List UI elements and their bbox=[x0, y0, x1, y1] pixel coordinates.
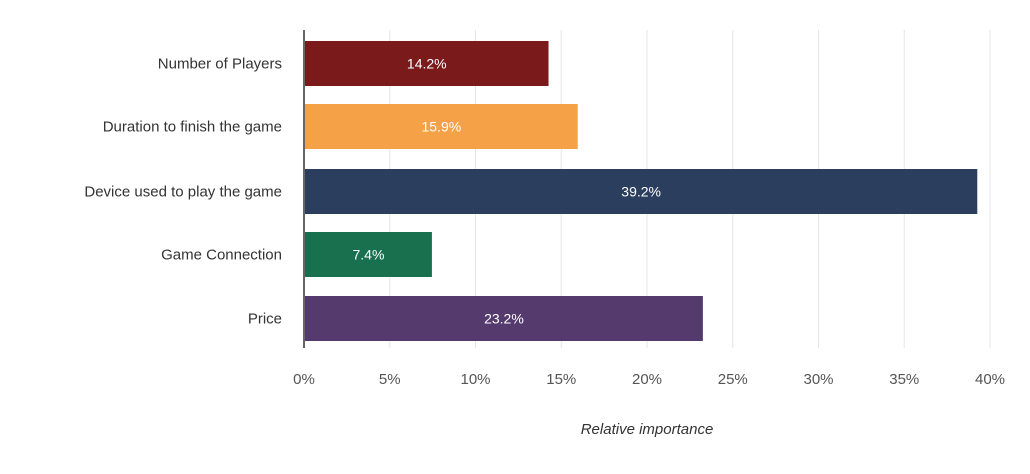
x-tick-label: 0% bbox=[293, 371, 315, 388]
bars bbox=[305, 41, 978, 341]
bar bbox=[305, 232, 432, 277]
bar bbox=[305, 169, 978, 214]
x-tick-label: 30% bbox=[803, 371, 833, 388]
bar-value-label: 15.9% bbox=[421, 119, 461, 135]
bar-value-label: 39.2% bbox=[621, 184, 661, 200]
category-label: Number of Players bbox=[158, 56, 282, 73]
bar bbox=[305, 41, 549, 86]
labels: 0% 5% 10% 15% 20% 25% 30% 35% 40% 14.2% Number of … bbox=[84, 56, 1005, 389]
x-tick-label: 35% bbox=[889, 371, 919, 388]
x-tick-label: 25% bbox=[718, 371, 748, 388]
x-tick-label: 10% bbox=[460, 371, 490, 388]
bar-value-label: 7.4% bbox=[352, 247, 384, 263]
x-tick-label: 15% bbox=[546, 371, 576, 388]
x-axis-title: Relative importance bbox=[581, 421, 714, 438]
bar bbox=[305, 296, 703, 341]
x-tick-label: 20% bbox=[632, 371, 662, 388]
category-label: Duration to finish the game bbox=[103, 119, 282, 136]
x-tick-label: 5% bbox=[379, 371, 401, 388]
category-label: Game Connection bbox=[161, 247, 282, 264]
x-tick-label: 40% bbox=[975, 371, 1005, 388]
bar-value-label: 14.2% bbox=[407, 56, 447, 72]
bar-value-label: 23.2% bbox=[484, 311, 524, 327]
category-label: Price bbox=[248, 311, 282, 328]
category-label: Device used to play the game bbox=[84, 184, 282, 201]
bar bbox=[305, 104, 578, 149]
